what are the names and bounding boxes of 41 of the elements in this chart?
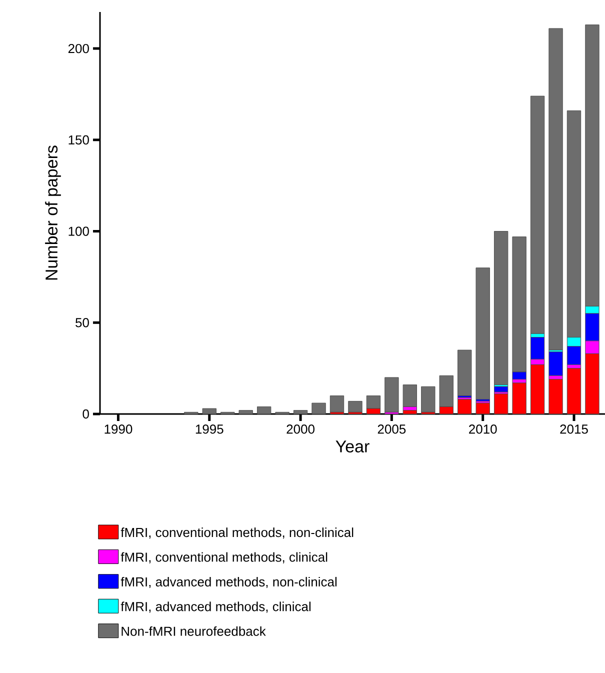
bar: [238, 410, 253, 414]
bar: [330, 395, 344, 412]
bar: [548, 379, 563, 414]
x-tick-label: 2000: [286, 424, 314, 434]
bar: [384, 377, 399, 412]
bar: [202, 408, 216, 414]
y-tick-label: 0: [82, 409, 89, 419]
legend-label: fMRI, advanced methods, non-clinical: [120, 576, 337, 588]
x-axis-title: Year: [336, 440, 370, 452]
bar: [548, 28, 563, 350]
bar: [458, 350, 472, 396]
bar: [512, 382, 526, 414]
y-tick-label: 200: [68, 44, 89, 54]
legend-label: fMRI, conventional methods, non-clinical: [120, 528, 354, 539]
bar: [476, 402, 490, 414]
bar: [548, 352, 563, 376]
y-tick-label: 100: [68, 226, 89, 236]
x-tick-label: 2015: [560, 424, 588, 434]
x-tick-label: 1995: [196, 424, 224, 434]
y-axis-title: Number of papers: [45, 146, 61, 280]
legend-label: Non-fMRI neurofeedback: [122, 626, 266, 636]
legend-label: fMRI, conventional methods, clinical: [120, 552, 328, 564]
x-tick-label: 2005: [378, 424, 406, 434]
x-tick-label: 1990: [104, 424, 132, 434]
bar: [530, 96, 545, 334]
bar: [402, 384, 418, 407]
bar: [458, 399, 472, 414]
bar: [421, 386, 436, 412]
bar: [293, 410, 308, 414]
bar: [494, 394, 508, 414]
bar: [312, 402, 326, 414]
x-tick-label: 2010: [469, 424, 497, 434]
bar: [494, 231, 508, 386]
bar: [476, 268, 490, 400]
y-tick-label: 150: [68, 135, 89, 145]
bar: [402, 410, 418, 414]
y-tick-label: 50: [76, 318, 89, 328]
bar: [348, 400, 362, 412]
bar: [256, 406, 272, 414]
bar: [566, 368, 582, 414]
legend-label: fMRI, advanced methods, clinical: [120, 602, 311, 613]
